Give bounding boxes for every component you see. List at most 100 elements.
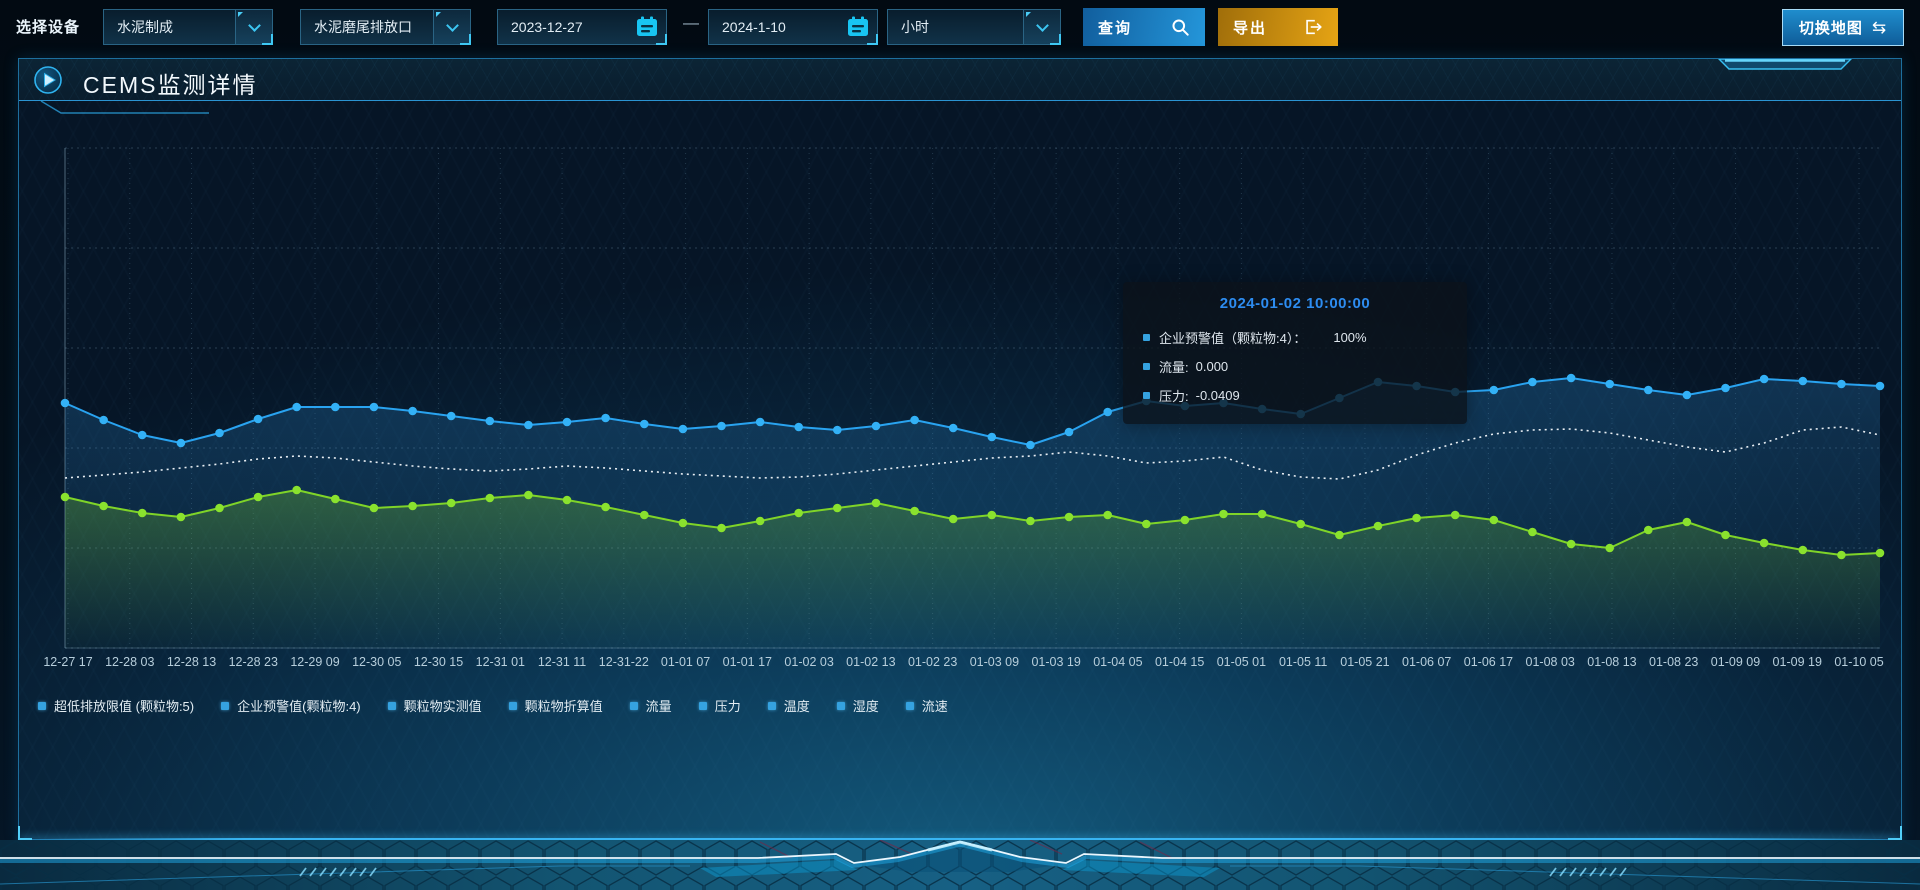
series-area-压力 — [65, 490, 1880, 648]
x-tick-label: 01-05 01 — [1217, 655, 1266, 669]
calendar-icon[interactable] — [845, 14, 871, 40]
x-tick-label: 12-28 23 — [229, 655, 278, 669]
x-tick-label: 12-31 11 — [538, 655, 586, 669]
title-notch-decoration — [1718, 59, 1852, 70]
end-date-input[interactable]: 2024-1-10 — [708, 9, 878, 45]
tooltip-marker-icon — [1143, 334, 1150, 341]
query-button[interactable]: 查询 — [1083, 8, 1205, 46]
panel-bottom-glow — [19, 838, 1901, 841]
legend-label: 流量 — [645, 699, 672, 714]
legend-item[interactable]: 压力 — [698, 696, 741, 715]
chevron-down-icon[interactable] — [235, 10, 272, 44]
legend-marker-icon — [698, 701, 707, 710]
legend-label: 湿度 — [852, 699, 879, 714]
tooltip-item: 企业预警值（颗粒物:4）： 100% — [1123, 323, 1467, 352]
tooltip-item-value: 0.000 — [1195, 359, 1229, 374]
chevron-down-icon[interactable] — [1023, 10, 1060, 44]
x-tick-label: 01-10 05 — [1834, 655, 1883, 669]
hatch-marks-left — [299, 867, 377, 877]
x-tick-label: 12-30 15 — [414, 655, 463, 669]
device-type-select[interactable]: 水泥制成 — [103, 9, 273, 45]
x-tick-label: 01-03 09 — [970, 655, 1019, 669]
x-tick-label: 01-01 07 — [661, 655, 710, 669]
tooltip-marker-icon — [1143, 363, 1150, 370]
x-tick-label: 12-31-22 — [599, 655, 649, 669]
x-tick-label: 12-31 01 — [476, 655, 525, 669]
x-tick-label: 01-08 13 — [1587, 655, 1636, 669]
legend-label: 企业预警值(颗粒物:4) — [237, 699, 361, 714]
legend-item[interactable]: 颗粒物实测值 — [387, 696, 482, 715]
switch-map-button[interactable]: 切换地图 ⇆ — [1782, 9, 1904, 46]
x-tick-label: 12-30 05 — [352, 655, 401, 669]
legend-item[interactable]: 流速 — [905, 696, 948, 715]
x-tick-label: 12-28 03 — [105, 655, 154, 669]
x-tick-label: 01-06 17 — [1464, 655, 1513, 669]
legend-marker-icon — [38, 701, 46, 710]
query-button-label: 查询 — [1098, 19, 1133, 37]
cems-line-chart[interactable]: 12-27 17 12-28 03 12-28 13 12-28 23 12-29 09… — [0, 100, 1920, 700]
legend-item[interactable]: 超低排放限值 (颗粒物:5) — [38, 696, 194, 715]
x-tick-label: 01-05 21 — [1340, 655, 1389, 669]
legend-item[interactable]: 企业预警值(颗粒物:4) — [221, 696, 361, 715]
legend-label: 颗粒物折算值 — [524, 699, 603, 714]
legend-marker-icon — [508, 701, 517, 710]
x-tick-label: 01-05 11 — [1279, 655, 1327, 669]
x-tick-label: 01-02 23 — [908, 655, 957, 669]
outlet-select-value: 水泥磨尾排放口 — [314, 19, 412, 35]
legend-item[interactable]: 湿度 — [836, 696, 879, 715]
x-tick-label: 01-08 03 — [1526, 655, 1575, 669]
outlet-select[interactable]: 水泥磨尾排放口 — [300, 9, 471, 45]
tooltip-rows: 企业预警值（颗粒物:4）： 100% 流量: 0.000 压力: -0.0409 — [1123, 323, 1467, 410]
toolbar: 选择设备 水泥制成 水泥磨尾排放口 2023-12-27 — 2024-1-10 — [0, 0, 1920, 58]
calendar-icon[interactable] — [634, 14, 660, 40]
bottom-decoration — [0, 840, 1920, 890]
legend-label: 颗粒物实测值 — [403, 699, 482, 714]
tooltip-marker-icon — [1143, 392, 1150, 399]
search-icon — [1172, 18, 1189, 36]
legend-marker-icon — [767, 701, 776, 710]
chart-tooltip: 2024-01-02 10:00:00 企业预警值（颗粒物:4）： 100% 流量:… — [1123, 282, 1467, 424]
tooltip-item: 流量: 0.000 — [1123, 352, 1467, 381]
panel-title-bar: CEMS监测详情 — [19, 59, 1901, 114]
x-tick-label: 01-06 07 — [1402, 655, 1451, 669]
legend-marker-icon — [221, 701, 230, 710]
legend-marker-icon — [387, 701, 396, 710]
legend-item[interactable]: 颗粒物折算值 — [508, 696, 603, 715]
legend-marker-icon — [836, 701, 845, 710]
series-markers-压力 — [60, 485, 1885, 560]
tooltip-timestamp: 2024-01-02 10:00:00 — [1219, 295, 1371, 312]
end-date-value: 2024-1-10 — [722, 19, 786, 35]
interval-select[interactable]: 小时 — [887, 9, 1061, 45]
chevron-down-icon[interactable] — [433, 10, 470, 44]
start-date-input[interactable]: 2023-12-27 — [497, 9, 667, 45]
x-tick-label: 01-09 19 — [1773, 655, 1822, 669]
legend-label: 压力 — [714, 699, 741, 714]
legend-item[interactable]: 温度 — [767, 696, 810, 715]
x-tick-label: 01-09 09 — [1711, 655, 1760, 669]
x-tick-label: 12-29 09 — [290, 655, 339, 669]
tooltip-item-label: 流量: — [1159, 360, 1189, 375]
x-tick-label: 01-04 15 — [1155, 655, 1204, 669]
series-line-企业预警值(颗粒物:4) — [64, 377, 1881, 446]
tooltip-item-value: -0.0409 — [1195, 388, 1240, 403]
x-tick-label: 01-02 13 — [846, 655, 895, 669]
swap-arrows-icon: ⇆ — [1871, 17, 1888, 37]
x-tick-label: 01-03 19 — [1031, 655, 1080, 669]
legend-marker-icon — [905, 701, 914, 710]
legend-label: 超低排放限值 (颗粒物:5) — [54, 699, 195, 714]
tooltip-item-value: 100% — [1333, 330, 1367, 345]
start-date-value: 2023-12-27 — [511, 19, 583, 35]
device-select-label: 选择设备 — [16, 19, 81, 36]
series-line-压力 — [64, 489, 1881, 556]
device-type-select-value: 水泥制成 — [117, 19, 173, 35]
tooltip-item: 压力: -0.0409 — [1123, 381, 1467, 410]
x-tick-label: 12-27 17 — [43, 655, 92, 669]
x-tick-label: 01-04 05 — [1093, 655, 1142, 669]
panel-title: CEMS监测详情 — [83, 72, 258, 98]
title-accent-line — [40, 100, 209, 114]
export-button[interactable]: 导出 — [1218, 8, 1338, 46]
legend-marker-icon — [629, 701, 638, 710]
legend-item[interactable]: 流量 — [629, 696, 672, 715]
interval-select-value: 小时 — [901, 19, 929, 35]
switch-map-label: 切换地图 — [1798, 20, 1863, 37]
